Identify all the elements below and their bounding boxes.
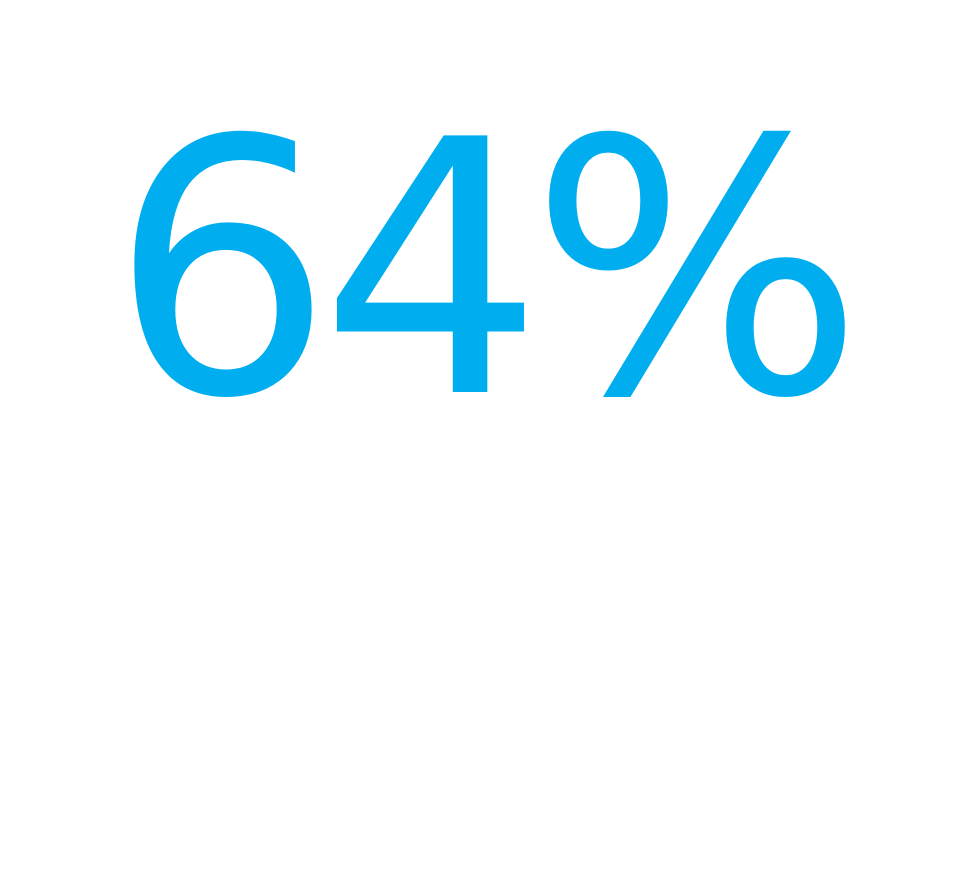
percentage-value: 64%: [109, 66, 864, 476]
